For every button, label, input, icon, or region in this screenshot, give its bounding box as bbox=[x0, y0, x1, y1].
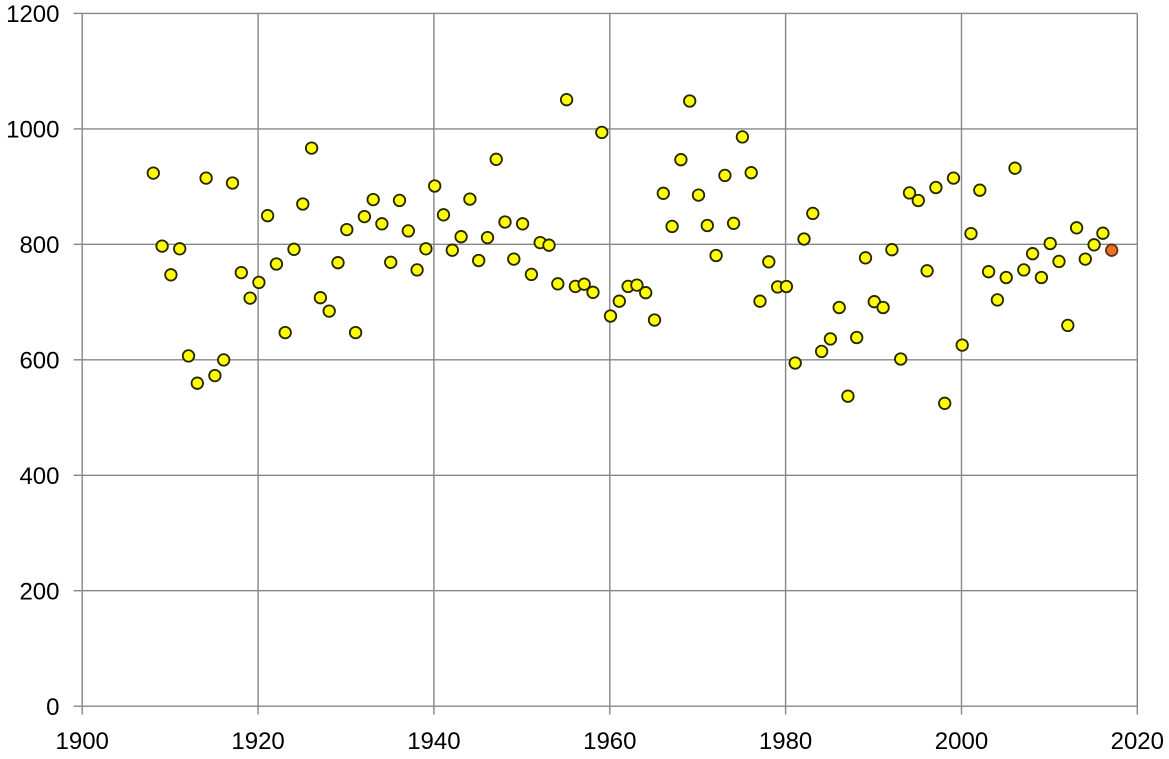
svg-text:200: 200 bbox=[19, 579, 59, 606]
svg-text:2000: 2000 bbox=[935, 728, 988, 755]
svg-text:1940: 1940 bbox=[407, 728, 460, 755]
svg-text:1980: 1980 bbox=[759, 728, 812, 755]
svg-text:600: 600 bbox=[19, 348, 59, 375]
svg-text:1960: 1960 bbox=[583, 728, 636, 755]
svg-text:800: 800 bbox=[19, 232, 59, 259]
svg-text:2020: 2020 bbox=[1111, 728, 1164, 755]
svg-text:1900: 1900 bbox=[56, 728, 109, 755]
svg-text:1920: 1920 bbox=[231, 728, 284, 755]
svg-text:400: 400 bbox=[19, 463, 59, 490]
svg-text:0: 0 bbox=[46, 694, 59, 721]
svg-text:1200: 1200 bbox=[6, 1, 59, 28]
svg-text:1000: 1000 bbox=[6, 117, 59, 144]
